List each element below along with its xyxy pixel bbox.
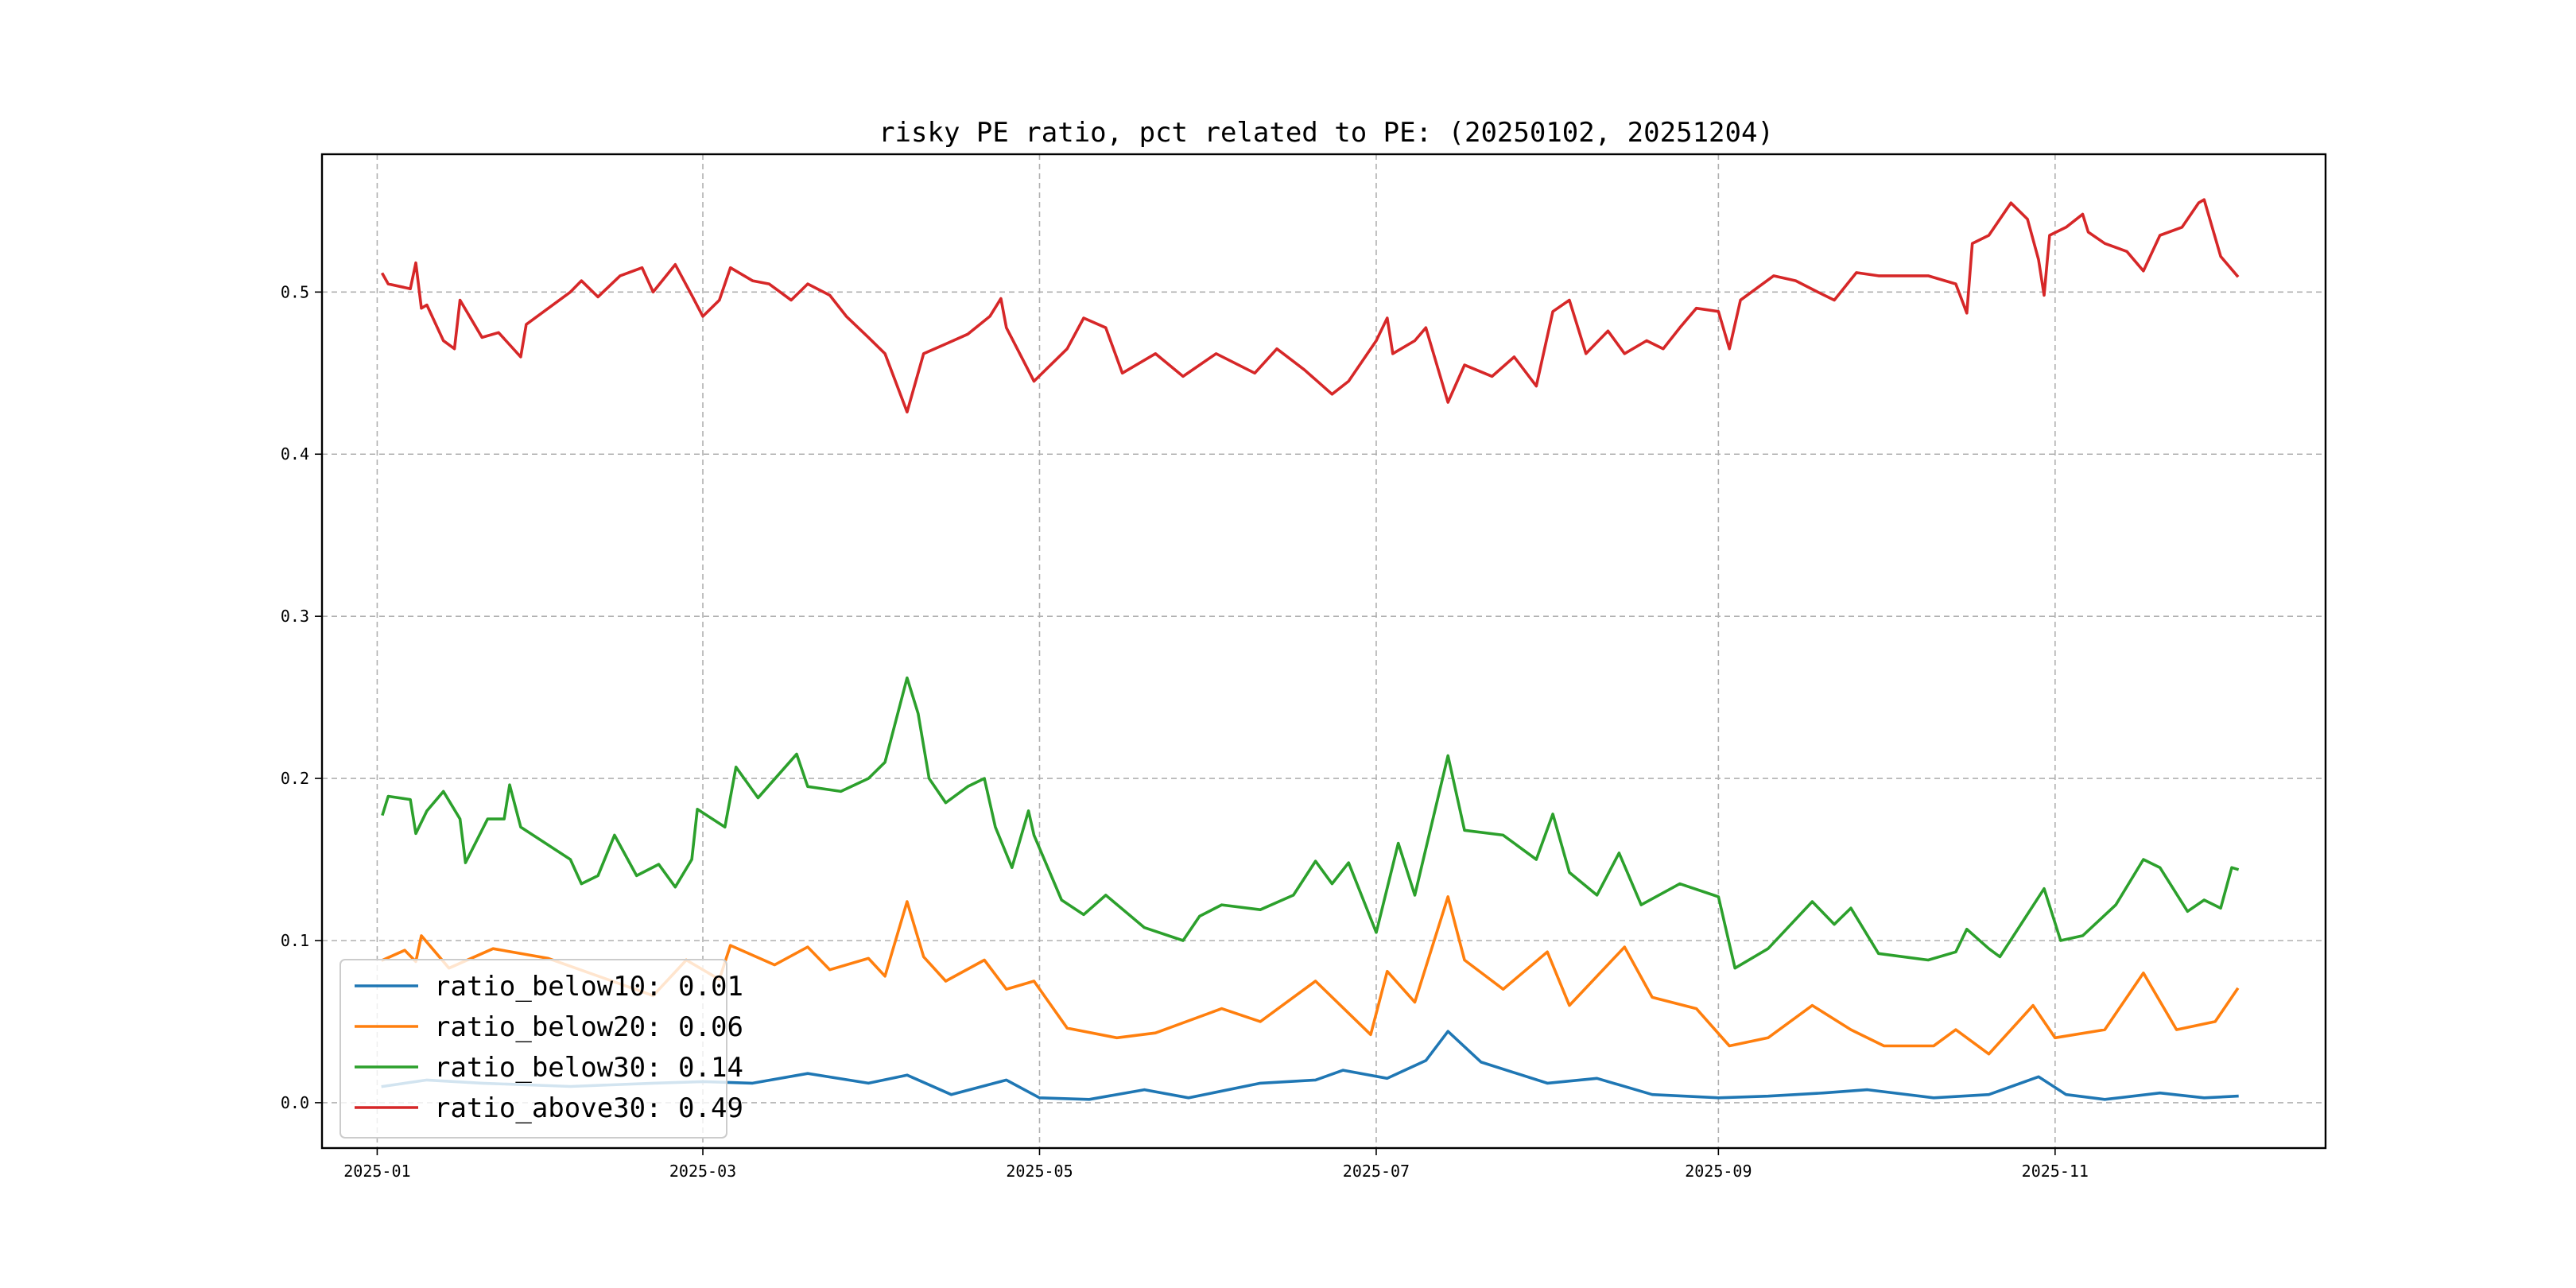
x-tick-label: 2025-01 xyxy=(343,1162,410,1181)
x-tick-label: 2025-03 xyxy=(669,1162,736,1181)
y-tick-label: 0.0 xyxy=(281,1093,309,1112)
series-line-ratio-below10 xyxy=(381,1030,2239,1101)
legend-box xyxy=(339,959,727,1139)
axes: 2025-01 2025-03 2025-05 2025-07 2025-09 2025-… xyxy=(281,282,2089,1181)
legend-label-ratio-above30: ratio_above30: 0.49 xyxy=(434,1092,743,1124)
y-tick-label: 0.5 xyxy=(281,282,309,301)
y-tick-label: 0.4 xyxy=(281,444,309,464)
series-line-ratio-below30 xyxy=(381,676,2240,970)
legend-label-ratio-below20: ratio_below20: 0.06 xyxy=(434,1011,743,1043)
x-tick-label: 2025-05 xyxy=(1006,1162,1073,1181)
legend: ratio_below10: 0.01 ratio_below20: 0.06 ra… xyxy=(339,959,743,1139)
y-tick-label: 0.1 xyxy=(281,931,309,950)
plot-frame xyxy=(320,153,2327,1150)
legend-label-ratio-below10: ratio_below10: 0.01 xyxy=(434,971,743,1003)
y-tick-label: 0.2 xyxy=(281,769,309,788)
x-tick-label: 2025-11 xyxy=(2022,1162,2089,1181)
chart-title: risky PE ratio, pct related to PE: (2025… xyxy=(879,117,1774,149)
x-tick-label: 2025-07 xyxy=(1343,1162,1410,1181)
series-line-ratio-above30 xyxy=(380,198,2240,414)
y-tick-label: 0.3 xyxy=(281,607,309,626)
x-tick-label: 2025-09 xyxy=(1685,1162,1752,1181)
legend-label-ratio-below30: ratio_below30: 0.14 xyxy=(434,1052,743,1084)
